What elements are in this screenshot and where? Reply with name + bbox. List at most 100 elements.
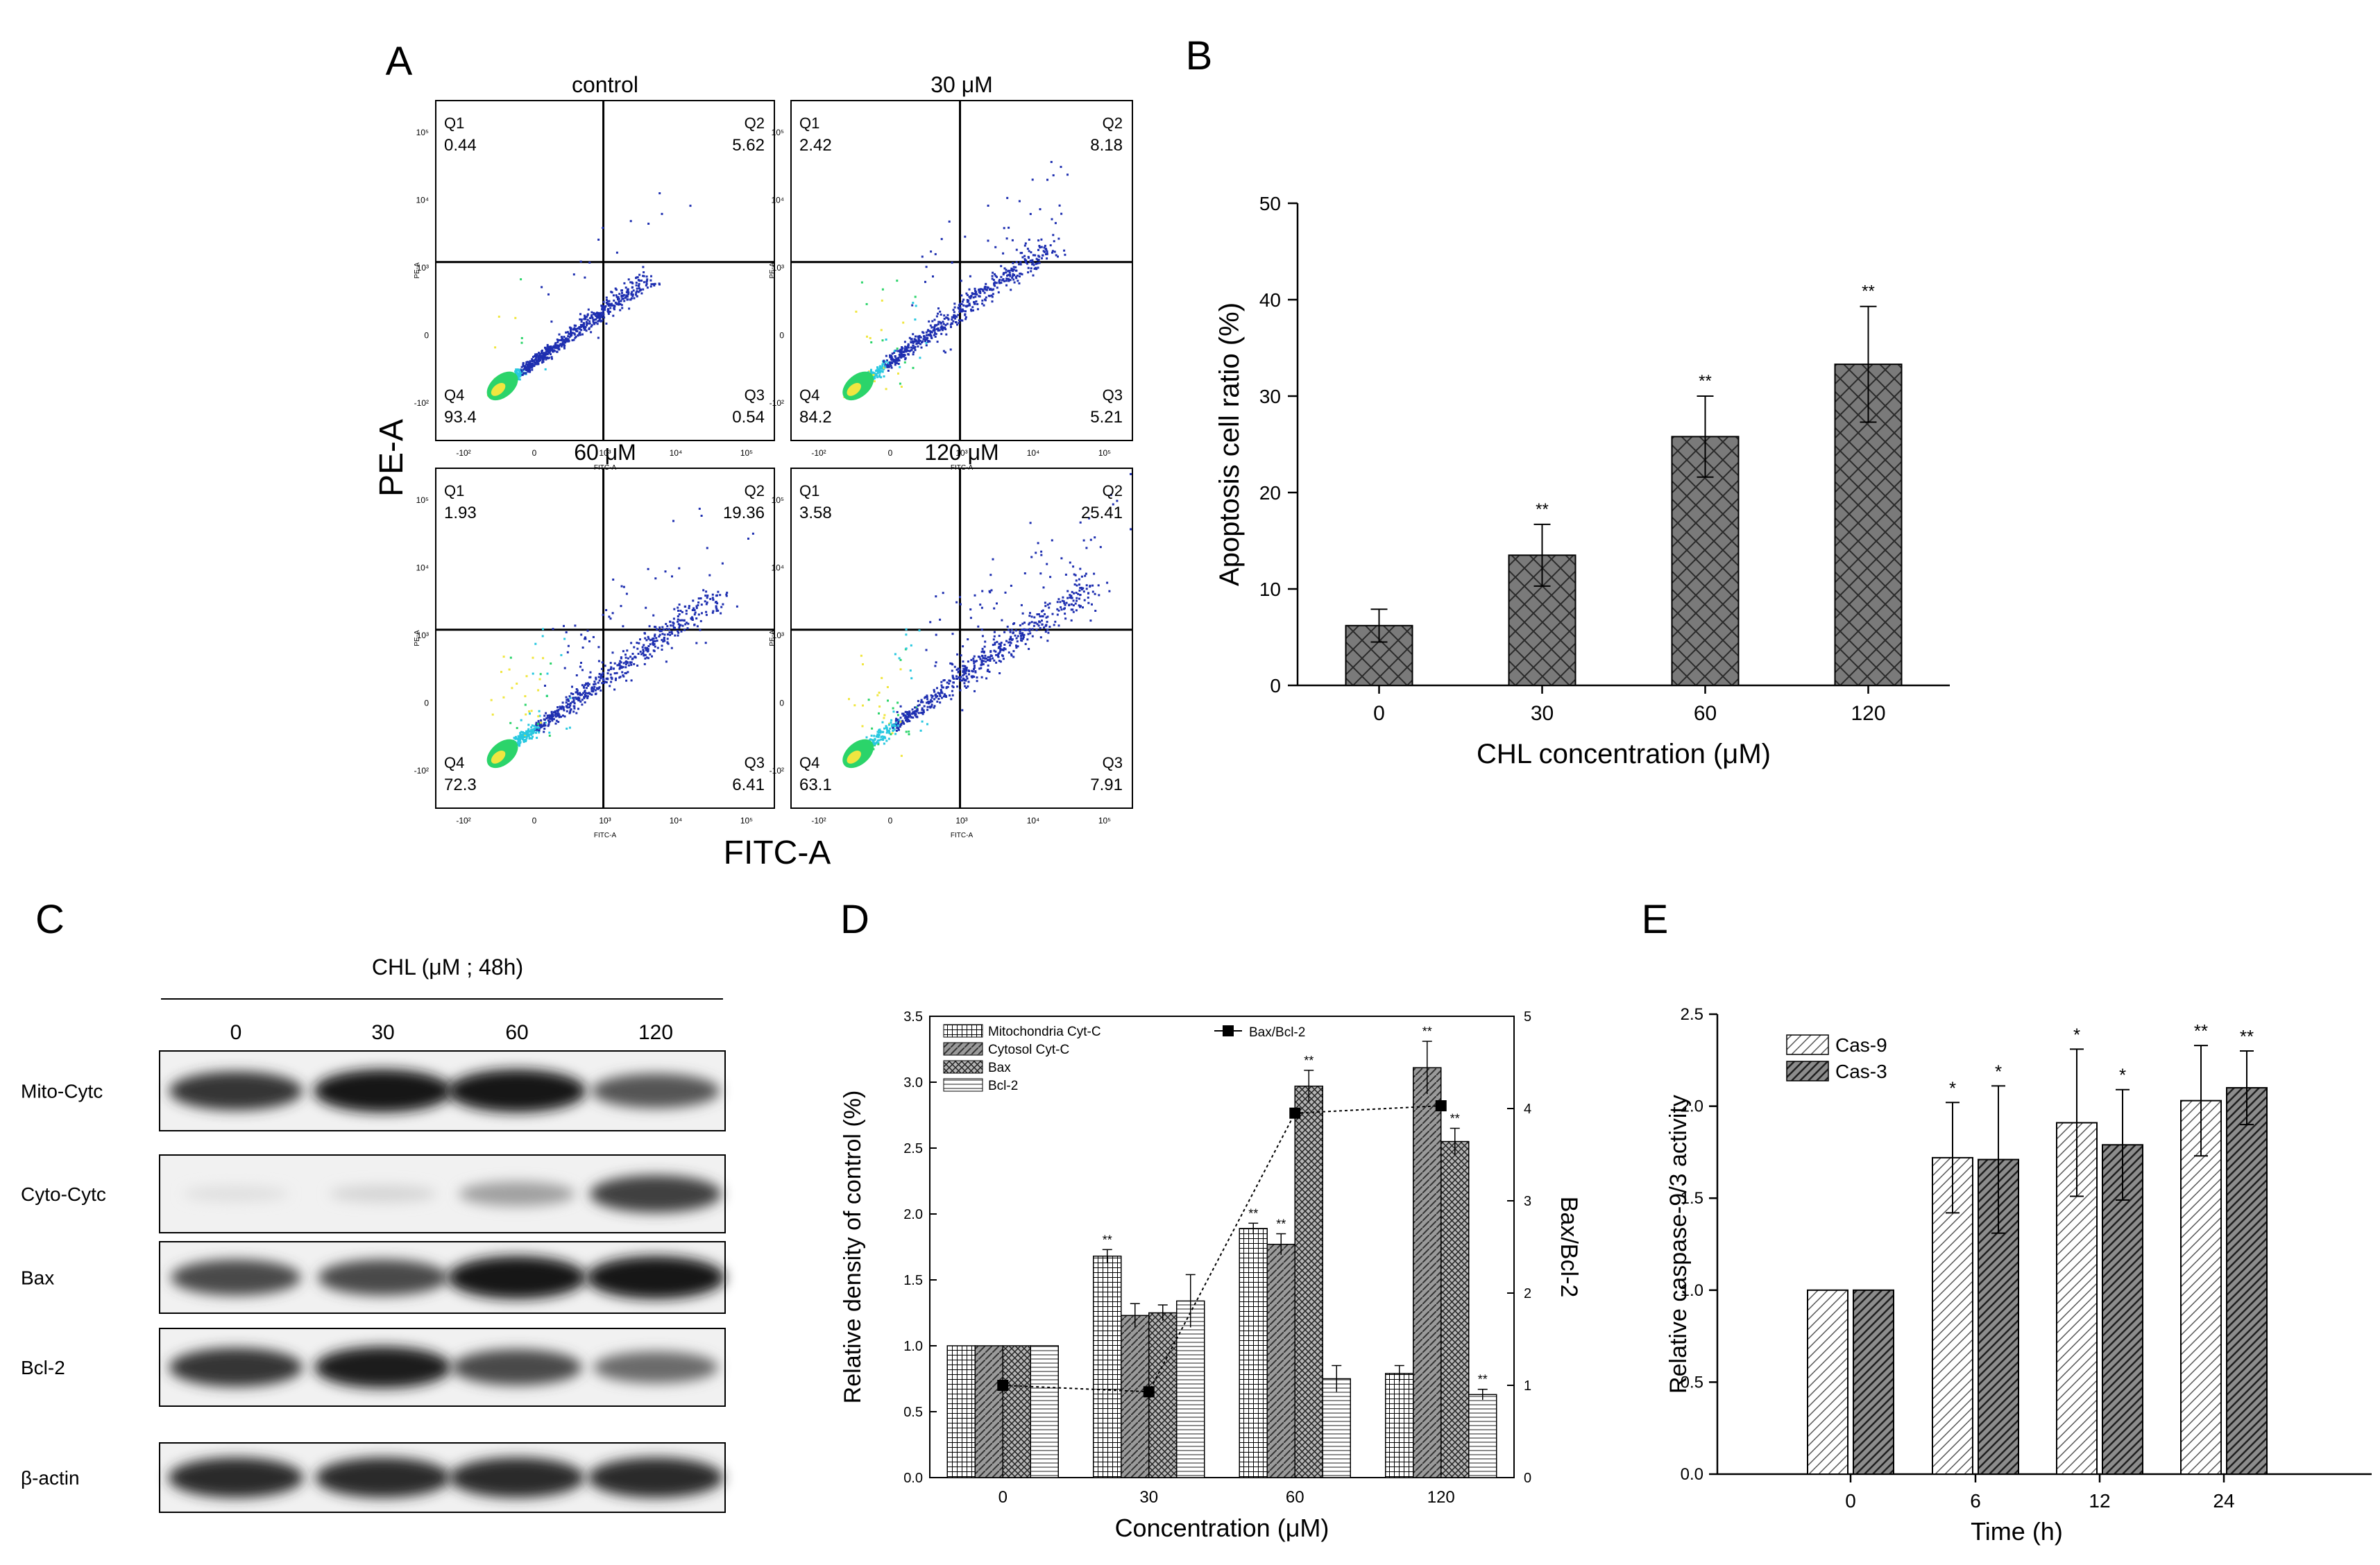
flow-event-dot — [669, 620, 672, 623]
quadrant-q1-label: Q1 — [799, 114, 819, 132]
flow-event-dot — [985, 660, 987, 663]
flow-event-dot — [918, 629, 921, 632]
flow-event-dot — [619, 303, 622, 305]
flow-event-dot — [658, 633, 661, 636]
flow-event-dot — [568, 726, 571, 729]
quadrant-q2-value: 8.18 — [1090, 136, 1123, 155]
flow-event-dot — [974, 594, 976, 597]
flow-y-tick: -10² — [770, 766, 784, 776]
flow-event-dot — [589, 692, 591, 695]
flow-event-dot — [958, 322, 960, 325]
flow-event-dot — [608, 669, 611, 672]
flow-event-dot — [1078, 604, 1080, 607]
flow-event-dot — [558, 333, 561, 336]
flow-event-dot — [934, 694, 937, 696]
flow-event-dot — [1066, 173, 1069, 176]
legend-label: Bax — [988, 1061, 1011, 1075]
flow-event-dot — [1035, 628, 1038, 631]
flow-event-dot — [972, 309, 974, 311]
flow-event-dot — [853, 704, 856, 707]
flow-event-dot — [528, 364, 531, 367]
flow-event-dot — [987, 239, 989, 242]
flow-event-dot — [885, 728, 888, 731]
flow-event-dot — [642, 266, 645, 268]
quadrant-q2-value: 25.41 — [1081, 504, 1123, 522]
flow-event-dot — [678, 626, 681, 629]
flow-event-dot — [940, 681, 943, 683]
y-tick-label: 0.5 — [1681, 1373, 1703, 1392]
flow-event-dot — [981, 288, 984, 291]
quadrant-q3-label: Q3 — [745, 754, 765, 771]
flow-event-dot — [604, 305, 607, 307]
flow-event-dot — [994, 650, 997, 653]
flow-event-dot — [973, 665, 976, 667]
flow-event-dot — [647, 223, 650, 225]
flow-event-dot — [627, 664, 630, 667]
flow-event-dot — [991, 277, 994, 280]
flow-event-dot — [584, 636, 586, 639]
flow-event-dot — [581, 669, 584, 672]
flow-event-dot — [662, 640, 665, 643]
flow-event-dot — [989, 651, 992, 653]
flow-event-dot — [537, 715, 540, 718]
flow-event-dot — [1077, 592, 1080, 595]
ratio-point — [1143, 1386, 1155, 1398]
flow-event-dot — [1025, 259, 1028, 262]
flow-event-dot — [940, 322, 942, 325]
flow-event-dot — [934, 324, 937, 327]
flow-plot-frame — [790, 100, 1133, 441]
flow-y-tick: -10² — [414, 766, 429, 776]
flow-x-tick: 10³ — [955, 448, 967, 458]
flow-event-dot — [1051, 539, 1053, 542]
flow-event-dot — [636, 665, 639, 667]
flow-event-dot — [705, 590, 708, 593]
flow-event-dot — [934, 665, 937, 667]
flow-event-dot — [1008, 226, 1010, 229]
y-tick-label: 1.5 — [1681, 1189, 1703, 1208]
flow-event-dot — [955, 320, 957, 323]
flow-event-dot — [514, 737, 517, 740]
flow-event-dot — [929, 324, 932, 327]
flow-event-dot — [583, 696, 586, 699]
flow-event-dot — [885, 339, 887, 341]
flow-event-dot — [971, 306, 974, 309]
flow-event-dot — [518, 735, 521, 738]
flow-event-dot — [600, 674, 602, 676]
flow-event-dot — [687, 622, 690, 625]
flow-event-dot — [1094, 536, 1096, 539]
quadrant-q2-label: Q2 — [745, 482, 765, 499]
flow-event-dot — [572, 699, 575, 701]
flow-event-dot — [524, 695, 527, 698]
flow-event-dot — [943, 693, 946, 696]
quadrant-q4-label: Q4 — [799, 754, 819, 771]
flow-event-dot — [933, 706, 935, 709]
flow-event-dot — [677, 634, 679, 637]
flow-event-dot — [1060, 608, 1063, 611]
flow-event-dot — [580, 662, 582, 664]
flow-x-tick: 0 — [532, 816, 537, 826]
flow-events — [842, 161, 1069, 401]
flow-event-dot — [940, 238, 943, 241]
flow-event-dot — [1005, 284, 1008, 287]
flow-event-dot — [882, 737, 885, 740]
flow-event-dot — [1020, 604, 1023, 606]
flow-event-dot — [655, 637, 658, 640]
flow-event-dot — [896, 348, 899, 350]
flow-event-dot — [622, 295, 624, 297]
bar-2 — [1294, 1085, 1323, 1478]
flow-event-dot — [1021, 273, 1023, 275]
flow-event-dot — [583, 322, 586, 325]
flow-event-dot — [560, 653, 563, 656]
flow-event-dot — [930, 250, 933, 253]
flow-event-dot — [902, 715, 905, 717]
quadrant-q4-label: Q4 — [444, 386, 464, 404]
flow-event-dot — [636, 295, 638, 298]
flow-event-dot — [522, 737, 524, 740]
flow-event-dot — [993, 282, 995, 285]
flow-event-dot — [1030, 270, 1032, 273]
legend-label: Cytosol Cyt-C — [988, 1043, 1069, 1057]
flow-event-dot — [902, 351, 905, 353]
flow-event-dot — [542, 657, 545, 660]
flow-event-dot — [860, 654, 862, 657]
flow-event-dot — [646, 287, 649, 289]
